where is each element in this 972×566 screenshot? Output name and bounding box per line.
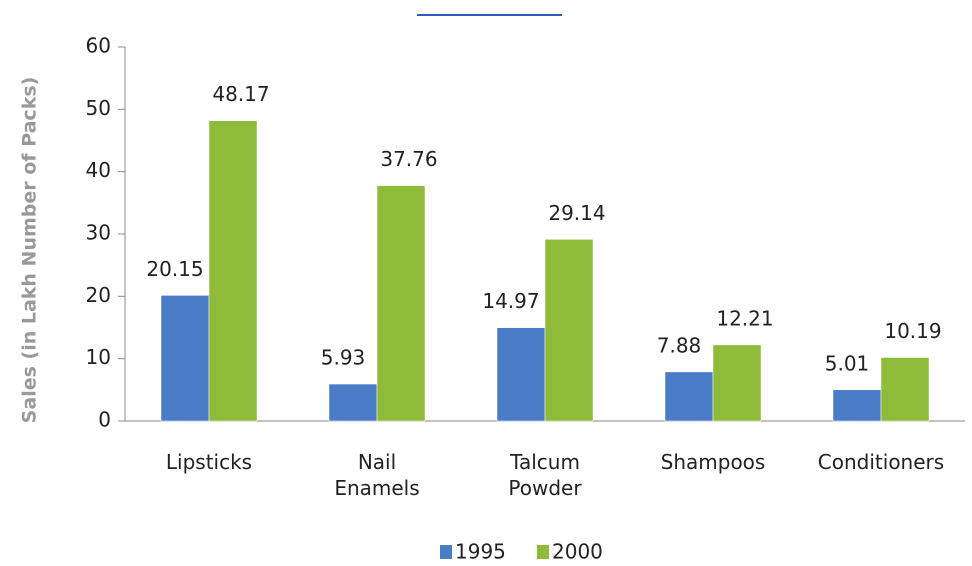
label-line: Lipsticks (166, 450, 252, 474)
bar (376, 185, 426, 422)
data-label: 14.97 (482, 289, 539, 313)
legend-swatch (440, 545, 452, 559)
y-tick-label: 40 (86, 158, 111, 182)
x-tick-label: Talcum Powder (508, 450, 582, 500)
data-label: 5.01 (825, 351, 870, 375)
x-tick-label: Nail Enamels (334, 450, 419, 500)
bar (544, 239, 594, 422)
bar (160, 295, 210, 422)
label-line: Shampoos (661, 450, 766, 474)
bar (832, 389, 882, 422)
x-tick-label: Conditioners (818, 450, 944, 474)
bar (208, 120, 258, 422)
label-line: Talcum (509, 450, 580, 474)
data-label: 20.15 (146, 257, 203, 281)
bar (712, 344, 762, 422)
bar (496, 327, 546, 422)
y-tick-label: 0 (98, 408, 111, 432)
label-line: Enamels (334, 476, 419, 500)
legend-label: 2000 (552, 540, 603, 564)
data-label: 37.76 (380, 147, 437, 171)
y-tick-label: 50 (86, 96, 111, 120)
y-tick-label: 10 (86, 345, 111, 369)
data-label: 48.17 (212, 82, 269, 106)
data-label: 29.14 (548, 201, 605, 225)
bar (880, 357, 930, 422)
label-line: Conditioners (818, 450, 944, 474)
legend-swatch (537, 545, 549, 559)
y-axis-label: Sales (in Lakh Number of Packs) (19, 77, 41, 424)
data-label: 10.19 (884, 319, 941, 343)
bar (664, 371, 714, 422)
y-tick-label: 60 (86, 34, 111, 58)
data-label: 7.88 (657, 333, 702, 357)
label-line: Powder (508, 476, 582, 500)
y-tick-label: 20 (86, 283, 111, 307)
data-label: 12.21 (716, 306, 773, 330)
legend-label: 1995 (455, 540, 506, 564)
y-tick-label: 30 (86, 221, 111, 245)
x-tick-label: Shampoos (661, 450, 766, 474)
data-label: 5.93 (321, 346, 366, 370)
x-tick-label: Lipsticks (166, 450, 252, 474)
label-line: Nail (358, 450, 396, 474)
bar (328, 383, 378, 422)
